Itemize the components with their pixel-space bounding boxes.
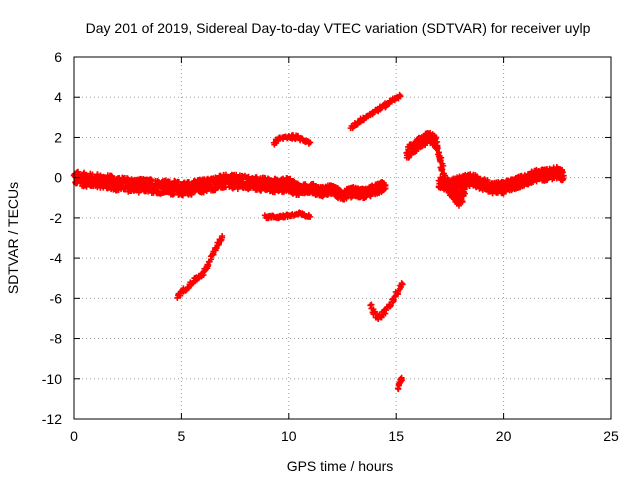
y-tick-label: -4: [50, 250, 63, 266]
data-point: [433, 134, 440, 141]
x-tick-label: 25: [603, 428, 619, 444]
y-tick-label: 6: [54, 49, 62, 65]
data-point: [461, 190, 468, 197]
y-axis-label: SDTVAR / TECUs: [5, 182, 21, 294]
data-point: [437, 157, 444, 164]
chart-title: Day 201 of 2019, Sidereal Day-to-day VTE…: [86, 20, 591, 36]
series-segment-10.5-14.5: [298, 179, 389, 203]
y-tick-label: 0: [54, 170, 62, 186]
grid: [74, 57, 611, 419]
y-tick-label: 4: [54, 89, 62, 105]
y-tick-label: -8: [50, 331, 63, 347]
data-point: [307, 213, 314, 220]
y-tick-label: -6: [50, 290, 63, 306]
x-tick-label: 0: [70, 428, 78, 444]
series-segment-lower-10: [261, 209, 314, 222]
data-point: [348, 194, 355, 201]
y-tick-label: -2: [50, 210, 63, 226]
series-point-15: [394, 374, 405, 393]
data-point: [559, 176, 566, 183]
data-point: [397, 93, 404, 100]
x-axis-label: GPS time / hours: [287, 458, 394, 474]
data-point: [459, 198, 466, 205]
y-tick-label: 2: [54, 129, 62, 145]
y-axis-ticks: -12 -10 -8 -6 -4 -2 0 2 4 6: [42, 49, 611, 427]
series-arc-upper-10: [270, 132, 314, 148]
series-rising-5-7: [174, 232, 226, 301]
data-point: [219, 232, 226, 239]
data-point: [533, 178, 540, 185]
data-point: [390, 296, 397, 303]
data-point: [81, 169, 88, 176]
x-tick-label: 15: [388, 428, 404, 444]
data-point: [382, 182, 389, 189]
data-point: [406, 153, 413, 160]
data-point: [217, 237, 224, 244]
data-point: [175, 179, 182, 186]
y-tick-label: -10: [42, 371, 62, 387]
y-tick-label: -12: [42, 411, 62, 427]
series-rising-13-15: [347, 91, 404, 132]
data-point: [440, 162, 447, 169]
data-point: [169, 191, 176, 198]
data-point: [559, 169, 566, 176]
x-tick-label: 10: [281, 428, 297, 444]
data-point: [307, 139, 314, 146]
data-points: [70, 91, 567, 393]
data-point: [560, 172, 567, 179]
x-axis-ticks: 0 5 10 15 20 25: [70, 57, 619, 444]
series-wave-15.5-18: [403, 129, 468, 209]
x-tick-label: 20: [496, 428, 512, 444]
plot-frame: [73, 56, 612, 420]
data-point: [387, 302, 394, 309]
data-point: [434, 143, 441, 150]
data-point: [398, 374, 405, 381]
data-point: [502, 188, 509, 195]
data-point: [484, 177, 491, 184]
series-main-band: [70, 168, 303, 199]
data-point: [399, 281, 406, 288]
data-point: [179, 192, 186, 199]
x-tick-label: 5: [178, 428, 186, 444]
series-dip-14: [367, 280, 406, 322]
data-point: [213, 245, 220, 252]
series-tail-17-23: [435, 164, 567, 197]
data-point: [398, 280, 405, 287]
